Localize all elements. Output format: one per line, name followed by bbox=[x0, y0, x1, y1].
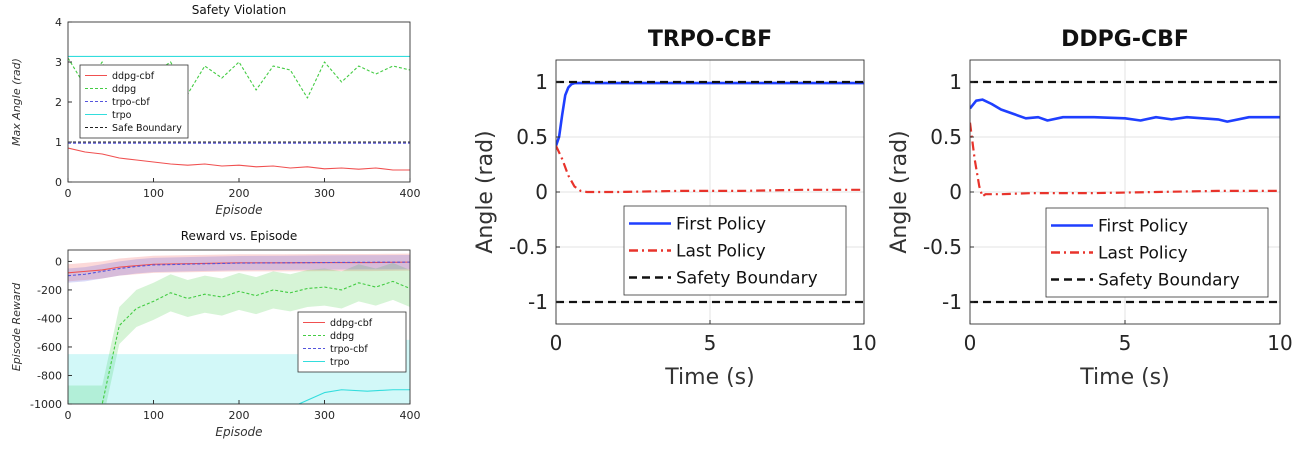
y-tick-label: 0.5 bbox=[516, 125, 548, 149]
y-tick-label: -0.5 bbox=[923, 235, 962, 259]
y-tick-label: 0 bbox=[535, 180, 548, 204]
legend-label-trpo-cbf: trpo-cbf bbox=[330, 344, 368, 355]
legend: ddpg-cbf ddpg trpo-cbf trpo bbox=[297, 311, 407, 373]
x-axis-label: Time (s) bbox=[1079, 365, 1169, 390]
series-line-ddpg-cbf bbox=[68, 261, 410, 274]
series-line-ddpg-cbf bbox=[68, 147, 410, 171]
y-tick-label: 0.5 bbox=[930, 125, 962, 149]
y-tick-label: 3 bbox=[55, 56, 62, 69]
series-line-Last Policy bbox=[970, 122, 1280, 198]
y-tick-label: 0 bbox=[949, 180, 962, 204]
chart-title: DDPG-CBF bbox=[1061, 27, 1189, 52]
y-tick-label: -1 bbox=[942, 290, 962, 314]
chart-3: 0 5 10 1 0.5 0 -0.5 -1 TRPO-CBF Time (s) Angle (ra… bbox=[473, 27, 877, 390]
legend: First Policy Last Policy Safety Boundary bbox=[1045, 207, 1269, 298]
y-tick-label: 1 bbox=[535, 70, 548, 94]
y-tick-label: 1 bbox=[55, 136, 62, 149]
y-tick-label: 0 bbox=[55, 176, 62, 189]
legend-label-Safety Boundary: Safety Boundary bbox=[676, 268, 818, 288]
y-axis-label: Episode Reward bbox=[10, 282, 23, 371]
legend-label-Last Policy: Last Policy bbox=[676, 241, 766, 261]
x-tick-label: 0 bbox=[65, 187, 72, 200]
series-line-trpo-cbf bbox=[68, 261, 410, 277]
x-tick-label: 10 bbox=[851, 331, 876, 355]
x-tick-label: 400 bbox=[400, 409, 421, 422]
x-axis-label: Episode bbox=[215, 203, 262, 217]
x-axis-label: Time (s) bbox=[664, 365, 754, 390]
x-tick-label: 300 bbox=[314, 187, 335, 200]
series-line-ddpg bbox=[68, 280, 410, 404]
legend-label-ddpg-cbf: ddpg-cbf bbox=[330, 318, 373, 329]
x-axis-label: Episode bbox=[215, 425, 262, 439]
y-tick-label: -1000 bbox=[30, 398, 62, 411]
x-tick-label: 100 bbox=[143, 187, 164, 200]
legend-label-ddpg: ddpg bbox=[330, 331, 354, 342]
y-tick-label: 4 bbox=[55, 16, 62, 29]
plot-area bbox=[970, 80, 1280, 304]
chart-4: 0 5 10 1 0.5 0 -0.5 -1 DDPG-CBF Time (s) Angle (ra… bbox=[887, 27, 1293, 390]
series-line-trpo bbox=[68, 389, 410, 404]
chart-2: 0 100 200 300 400 0 -200 -400 -600 -800 -1000 Rewar… bbox=[10, 229, 421, 439]
band-ddpg-cbf bbox=[68, 253, 410, 282]
y-axis-label: Angle (rad) bbox=[887, 130, 912, 253]
series-line-First Policy bbox=[970, 98, 1280, 123]
legend-label-trpo-cbf: trpo-cbf bbox=[112, 97, 150, 108]
series-line-Last Policy bbox=[556, 145, 864, 194]
x-tick-label: 0 bbox=[550, 331, 563, 355]
x-tick-label: 200 bbox=[229, 409, 250, 422]
chart-1: 0 100 200 300 400 0 1 2 3 4 Safety Violation Episod… bbox=[10, 3, 421, 217]
chart-title: TRPO-CBF bbox=[648, 27, 772, 52]
legend-label-ddpg-cbf: ddpg-cbf bbox=[112, 71, 155, 82]
chart-title: Reward vs. Episode bbox=[181, 229, 298, 243]
x-tick-label: 5 bbox=[1119, 331, 1132, 355]
band-trpo-cbf bbox=[68, 254, 410, 283]
x-tick-label: 200 bbox=[229, 187, 250, 200]
y-tick-label: 1 bbox=[949, 70, 962, 94]
y-tick-label: 2 bbox=[55, 96, 62, 109]
y-axis-label: Angle (rad) bbox=[473, 130, 498, 253]
chart-title: Safety Violation bbox=[192, 3, 287, 17]
legend-label-Safe Boundary: Safe Boundary bbox=[112, 123, 182, 134]
legend-label-trpo: trpo bbox=[330, 357, 350, 368]
legend-label-ddpg: ddpg bbox=[112, 84, 136, 95]
plot-area bbox=[556, 80, 864, 304]
y-tick-label: -1 bbox=[528, 290, 548, 314]
legend-label-First Policy: First Policy bbox=[1098, 216, 1188, 236]
legend-label-trpo: trpo bbox=[112, 110, 132, 121]
legend-label-Safety Boundary: Safety Boundary bbox=[1098, 270, 1240, 290]
legend-label-First Policy: First Policy bbox=[676, 214, 766, 234]
legend-label-Last Policy: Last Policy bbox=[1098, 243, 1188, 263]
y-tick-label: -400 bbox=[37, 312, 62, 325]
band-ddpg bbox=[68, 262, 410, 404]
y-tick-label: -800 bbox=[37, 369, 62, 382]
x-tick-label: 10 bbox=[1267, 331, 1292, 355]
y-axis-label: Max Angle (rad) bbox=[10, 58, 23, 146]
x-tick-label: 400 bbox=[400, 187, 421, 200]
y-tick-label: -600 bbox=[37, 341, 62, 354]
legend: First Policy Last Policy Safety Boundary bbox=[623, 205, 847, 296]
y-tick-label: -0.5 bbox=[509, 235, 548, 259]
y-tick-label: 0 bbox=[55, 255, 62, 268]
x-tick-label: 0 bbox=[964, 331, 977, 355]
plot-area bbox=[68, 55, 410, 171]
x-tick-label: 300 bbox=[314, 409, 335, 422]
x-tick-label: 5 bbox=[704, 331, 717, 355]
y-tick-label: -200 bbox=[37, 284, 62, 297]
x-tick-label: 0 bbox=[65, 409, 72, 422]
x-tick-label: 100 bbox=[143, 409, 164, 422]
legend: ddpg-cbf ddpg trpo-cbf trpo Safe Boundary bbox=[79, 64, 189, 139]
